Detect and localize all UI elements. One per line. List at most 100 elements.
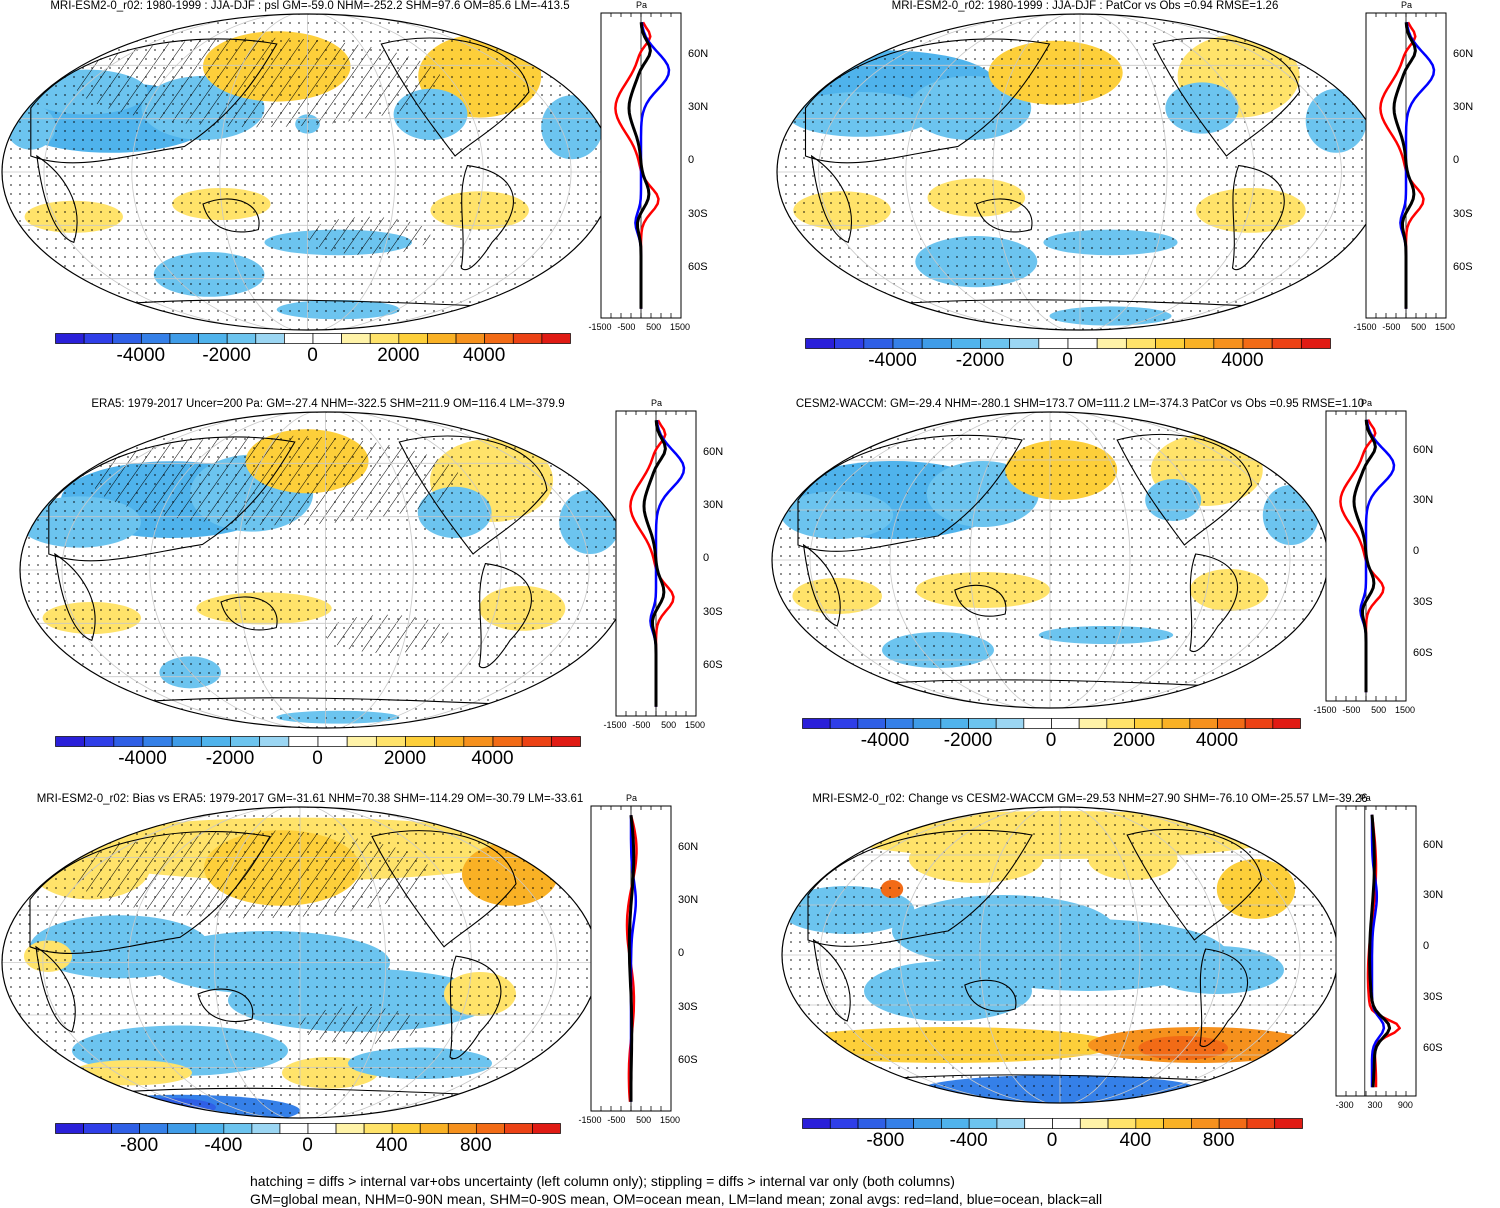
colorbar-swatch — [551, 737, 580, 747]
colorbar-swatch — [199, 334, 228, 344]
colorbar-swatch — [803, 719, 831, 729]
colorbar-swatch — [969, 1119, 997, 1129]
colorbar-swatch — [392, 1124, 420, 1134]
colorbar-swatch — [830, 719, 858, 729]
panel-p6: MRI-ESM2-0_r02: Change vs CESM2-WACCM GM… — [750, 793, 1500, 1188]
colorbar — [55, 736, 582, 748]
colorbar-swatch — [1218, 719, 1246, 729]
colorbar-swatch — [522, 737, 551, 747]
zonal-x-tick: 1500 — [1395, 705, 1415, 715]
colorbar-swatch — [1024, 719, 1052, 729]
zonal-lat-tick: 30N — [678, 894, 698, 906]
colorbar-swatch — [1272, 339, 1301, 349]
colorbar-swatch — [112, 1124, 140, 1134]
panel-p5: MRI-ESM2-0_r02: Bias vs ERA5: 1979-2017 … — [0, 793, 750, 1188]
colorbar-swatch — [114, 737, 143, 747]
zonal-lat-tick: 0 — [678, 947, 684, 959]
colorbar-tick-label: 0 — [1046, 730, 1057, 752]
colorbar-swatch — [951, 339, 980, 349]
colorbar-swatch — [1247, 1119, 1275, 1129]
colorbar-swatch — [858, 1119, 886, 1129]
zonal-lat-tick: 60S — [1413, 647, 1433, 659]
colorbar-swatch — [1052, 719, 1080, 729]
colorbar-tick-label: 0 — [302, 1135, 313, 1157]
colorbar-swatch — [56, 1124, 84, 1134]
colorbar-swatch — [1219, 1119, 1247, 1129]
zonal-lat-tick: 30N — [1423, 889, 1443, 901]
colorbar-tick-label: -2000 — [206, 748, 255, 770]
zonal-x-tick: -1500 — [1313, 705, 1336, 715]
zonal-x-tick: 500 — [636, 1115, 651, 1125]
colorbar-swatch — [376, 737, 405, 747]
panel-p2: MRI-ESM2-0_r02: 1980-1999 : JJA-DJF : Pa… — [750, 0, 1500, 395]
zonal-lat-tick: 30S — [1413, 596, 1433, 608]
footer-line-1: hatching = diffs > internal var+obs unce… — [250, 1172, 1102, 1190]
zonal-x-tick: 500 — [661, 720, 676, 730]
colorbar-swatch — [84, 334, 113, 344]
colorbar-swatch — [1273, 719, 1301, 729]
colorbar-tick-label: 4000 — [463, 345, 505, 367]
colorbar-swatch — [1025, 1119, 1053, 1129]
colorbar-swatch — [1245, 719, 1273, 729]
robinson-map — [0, 12, 615, 332]
colorbar-swatch — [1079, 719, 1107, 729]
robinson-map — [775, 12, 1385, 332]
zonal-x-tick: 1500 — [660, 1115, 680, 1125]
colorbar-swatch — [941, 1119, 969, 1129]
zonal-x-tick: -500 — [617, 322, 635, 332]
colorbar-swatch — [1185, 339, 1214, 349]
colorbar-tick-label: 0 — [312, 748, 323, 770]
colorbar-swatch — [1126, 339, 1155, 349]
zonal-x-tick: -500 — [1382, 322, 1400, 332]
colorbar-swatch — [1275, 1119, 1303, 1129]
colorbar — [805, 338, 1332, 350]
zonal-lat-tick: 0 — [1453, 154, 1459, 166]
zonal-lat-tick: 60N — [1453, 48, 1473, 60]
colorbar-tick-label: 0 — [1047, 1130, 1058, 1152]
colorbar-swatch — [1190, 719, 1218, 729]
robinson-map — [18, 410, 633, 730]
colorbar — [802, 718, 1302, 730]
colorbar-tick-label: -2000 — [944, 730, 993, 752]
zonal-lat-tick: 30N — [688, 101, 708, 113]
colorbar-swatch — [420, 1124, 448, 1134]
zonal-x-tick: 500 — [646, 322, 661, 332]
colorbar-tick-label: 400 — [1119, 1130, 1151, 1152]
colorbar-tick-label: -2000 — [202, 345, 251, 367]
colorbar-swatch — [1097, 339, 1126, 349]
zonal-unit-label: Pa — [1360, 793, 1371, 803]
colorbar-tick-label: 2000 — [1134, 350, 1176, 372]
colorbar — [55, 333, 572, 345]
colorbar-swatch — [170, 334, 199, 344]
colorbar-tick-label: -800 — [120, 1135, 158, 1157]
colorbar-swatch — [113, 334, 142, 344]
colorbar-tick-label: 400 — [376, 1135, 408, 1157]
colorbar-swatch — [284, 334, 313, 344]
colorbar-swatch — [504, 1124, 532, 1134]
colorbar-swatch — [406, 737, 435, 747]
zonal-x-tick: -500 — [607, 1115, 625, 1125]
zonal-mean-plot — [615, 410, 697, 717]
colorbar-swatch — [1010, 339, 1039, 349]
colorbar-swatch — [224, 1124, 252, 1134]
colorbar-swatch — [172, 737, 201, 747]
colorbar-swatch — [485, 334, 514, 344]
colorbar-swatch — [532, 1124, 560, 1134]
zonal-lat-tick: 30S — [678, 1001, 698, 1013]
colorbar-swatch — [256, 334, 285, 344]
colorbar-swatch — [313, 334, 342, 344]
footer-caption: hatching = diffs > internal var+obs unce… — [250, 1172, 1102, 1208]
zonal-x-tick: -1500 — [588, 322, 611, 332]
colorbar-swatch — [864, 339, 893, 349]
colorbar-swatch — [370, 334, 399, 344]
zonal-lat-tick: 60N — [1423, 839, 1443, 851]
zonal-lat-tick: 30S — [1453, 208, 1473, 220]
colorbar-swatch — [196, 1124, 224, 1134]
colorbar-swatch — [941, 719, 969, 729]
colorbar-swatch — [1135, 719, 1163, 729]
zonal-x-tick: -500 — [632, 720, 650, 730]
zonal-x-tick: 500 — [1411, 322, 1426, 332]
